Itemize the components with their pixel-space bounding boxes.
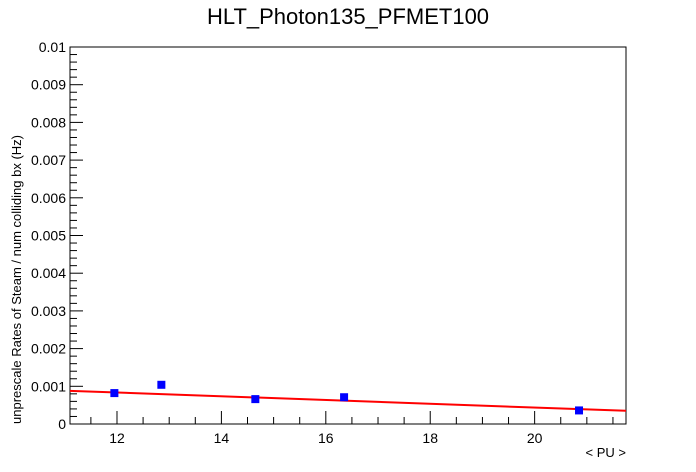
y-tick-label: 0.004 — [31, 265, 66, 281]
x-tick-label: 18 — [422, 430, 438, 446]
y-tick-label: 0 — [58, 416, 66, 432]
x-tick-label: 14 — [214, 430, 230, 446]
y-axis: 0 0.001 0.002 0.003 0.004 0.005 0.006 0.007 0.00… — [31, 39, 83, 432]
x-tick-label: 20 — [527, 430, 543, 446]
y-tick-label: 0.001 — [31, 378, 66, 394]
y-tick-label: 0.002 — [31, 341, 66, 357]
y-tick-label: 0.007 — [31, 152, 66, 168]
y-tick-label: 0.01 — [39, 39, 66, 55]
x-axis: 12 14 16 18 20 — [90, 411, 614, 446]
plot-frame — [69, 46, 627, 425]
data-point — [340, 393, 349, 402]
x-tick-label: 12 — [109, 430, 125, 446]
data-point — [157, 380, 166, 389]
x-axis-title: < PU > — [586, 445, 626, 460]
y-tick-label: 0.009 — [31, 77, 66, 93]
data-point — [251, 395, 260, 404]
y-tick-label: 0.008 — [31, 114, 66, 130]
x-tick-label: 16 — [318, 430, 334, 446]
y-tick-label: 0.005 — [31, 228, 66, 244]
data-point — [110, 389, 119, 398]
chart-title: HLT_Photon135_PFMET100 — [207, 4, 489, 29]
y-tick-label: 0.006 — [31, 190, 66, 206]
data-point — [575, 406, 584, 415]
y-axis-title: unprescale Rates of Steam / num collidin… — [9, 135, 24, 424]
y-tick-label: 0.003 — [31, 303, 66, 319]
points-series — [110, 380, 584, 415]
